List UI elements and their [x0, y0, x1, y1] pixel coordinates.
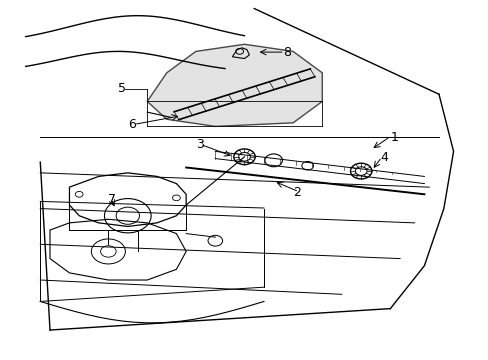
Text: 5: 5: [118, 82, 126, 95]
Text: 8: 8: [283, 46, 291, 59]
Circle shape: [233, 149, 255, 165]
Text: 7: 7: [108, 193, 116, 206]
Text: 6: 6: [127, 118, 135, 131]
Text: 1: 1: [389, 131, 397, 144]
Text: 4: 4: [380, 151, 388, 165]
Polygon shape: [147, 44, 322, 126]
Text: 2: 2: [292, 186, 301, 199]
Circle shape: [350, 163, 371, 179]
Circle shape: [238, 153, 250, 161]
Circle shape: [264, 154, 282, 167]
Circle shape: [355, 167, 366, 175]
Text: 3: 3: [196, 138, 203, 151]
Circle shape: [301, 161, 313, 170]
